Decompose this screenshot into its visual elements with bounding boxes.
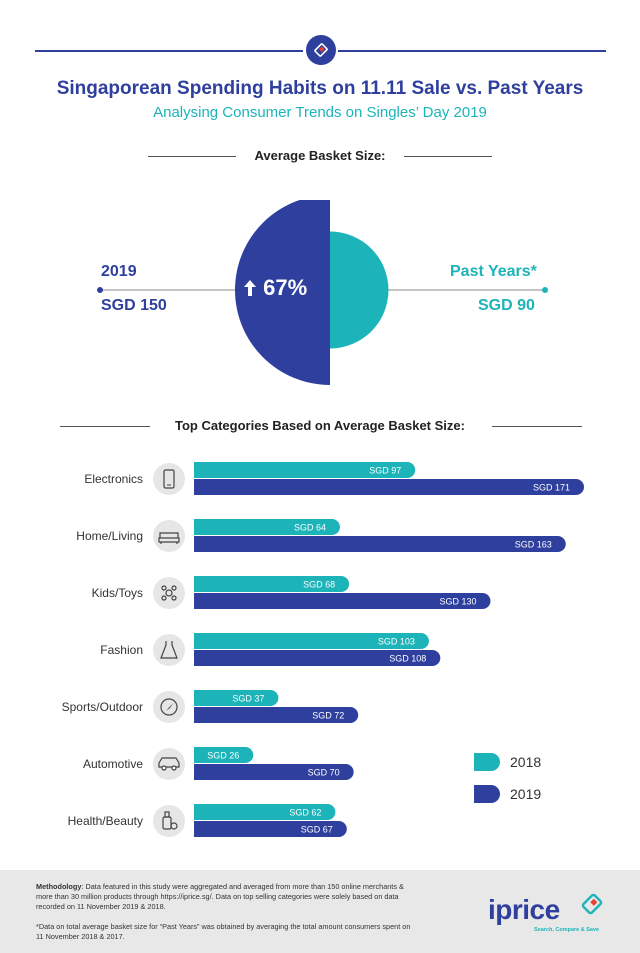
category-label-fashion: Fashion (100, 643, 143, 657)
left-dot (97, 287, 103, 293)
toy-icon (153, 577, 185, 609)
category-label-kids-toys: Kids/Toys (92, 586, 143, 600)
bar-2019-kids-toys (194, 593, 491, 609)
bar-2019-automotive (194, 764, 354, 780)
legend-label-2018: 2018 (510, 754, 542, 770)
bar-label-2019-sports-outdoor: SGD 72 (312, 711, 344, 721)
category-label-automotive: Automotive (83, 757, 143, 771)
footer: Methodology: Data featured in this study… (0, 870, 640, 953)
basket-past-value: SGD 90 (478, 297, 535, 314)
legend-label-2019: 2019 (510, 786, 542, 802)
bar-label-2019-electronics: SGD 171 (533, 483, 570, 493)
section-rule-right (404, 156, 492, 157)
categories-rule-right (492, 426, 582, 427)
category-label-home-living: Home/Living (76, 529, 143, 543)
dress-icon (153, 634, 185, 666)
basket-change-value: 67% (263, 275, 308, 300)
bar-2018-automotive (194, 747, 254, 763)
bar-label-2018-automotive: SGD 26 (207, 751, 239, 761)
bar-2018-sports-outdoor (194, 690, 279, 706)
legend-item-2019: 2019 (474, 785, 541, 803)
tag-icon (306, 35, 336, 65)
bar-label-2019-health-beauty: SGD 67 (301, 825, 333, 835)
legend-swatch-2018 (474, 753, 500, 771)
category-bar-chart: Electronics SGD 97 SGD 171 Home/Living SGD 6… (62, 462, 584, 837)
logo-tagline: Search, Compare & Save (534, 927, 600, 933)
bar-2019-health-beauty (194, 821, 347, 837)
basket-heading: Average Basket Size: (254, 148, 386, 163)
bar-label-2019-kids-toys: SGD 130 (439, 597, 476, 607)
page-subtitle: Analysing Consumer Trends on Singles’ Da… (153, 104, 487, 121)
bar-label-2018-fashion: SGD 103 (378, 637, 415, 647)
bar-label-2018-health-beauty: SGD 62 (289, 808, 321, 818)
categories-heading: Top Categories Based on Average Basket S… (175, 418, 465, 433)
half-circle-2019 (235, 200, 330, 385)
legend-swatch-2019 (474, 785, 500, 803)
car-icon (153, 748, 185, 780)
footnote: *Data on total average basket size for “… (36, 922, 411, 941)
bar-2019-fashion (194, 650, 441, 666)
bar-2019-home-living (194, 536, 566, 552)
bar-2018-fashion (194, 633, 429, 649)
bar-2018-home-living (194, 519, 340, 535)
bar-2019-sports-outdoor (194, 707, 359, 723)
half-circle-past-years (330, 231, 389, 349)
phone-icon (153, 463, 185, 495)
logo-tag-icon (581, 893, 603, 915)
category-label-health-beauty: Health/Beauty (68, 814, 143, 828)
bar-2019-electronics (194, 479, 584, 495)
bar-label-2018-home-living: SGD 64 (294, 523, 326, 533)
bar-label-2019-automotive: SGD 70 (308, 768, 340, 778)
methodology-label: Methodology (36, 882, 82, 891)
methodology-body: : Data featured in this study were aggre… (36, 882, 404, 911)
bar-2018-health-beauty (194, 804, 336, 820)
bar-label-2018-electronics: SGD 97 (369, 466, 401, 476)
basket-2019-label: 2019 (101, 263, 137, 280)
bar-2018-kids-toys (194, 576, 350, 592)
page-title: Singaporean Spending Habits on 11.11 Sal… (56, 78, 584, 99)
categories-rule-left (60, 426, 150, 427)
basket-past-label: Past Years* (450, 263, 537, 280)
basket-2019-value: SGD 150 (101, 297, 167, 314)
basket-change: 67% (243, 275, 307, 301)
category-label-electronics: Electronics (84, 472, 143, 486)
basket-comparison-graphic (97, 200, 548, 385)
bar-label-2019-fashion: SGD 108 (389, 654, 426, 664)
beauty-icon (153, 805, 185, 837)
category-label-sports-outdoor: Sports/Outdoor (62, 700, 143, 714)
compass-icon (153, 691, 185, 723)
legend-item-2018: 2018 (474, 753, 541, 771)
sofa-icon (153, 520, 185, 552)
header-rule-right (338, 50, 606, 52)
methodology-text: Methodology: Data featured in this study… (36, 882, 416, 912)
bar-label-2019-home-living: SGD 163 (515, 540, 552, 550)
right-dot (542, 287, 548, 293)
bar-2018-electronics (194, 462, 416, 478)
section-rule-left (148, 156, 236, 157)
iprice-logo: iprice (488, 894, 560, 925)
bar-label-2018-sports-outdoor: SGD 37 (232, 694, 264, 704)
bar-label-2018-kids-toys: SGD 68 (303, 580, 335, 590)
arrow-up-icon (244, 280, 256, 296)
header-rule-left (35, 50, 303, 52)
